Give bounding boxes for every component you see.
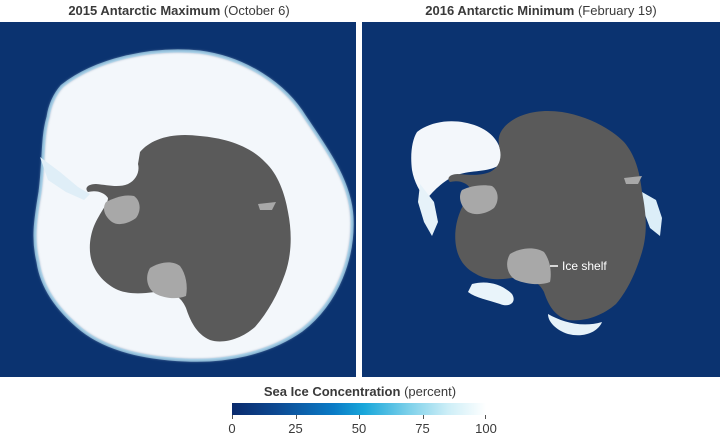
colorbar	[232, 403, 486, 415]
colorbar-tick	[485, 415, 486, 419]
legend-title-bold: Sea Ice Concentration	[263, 384, 401, 399]
sea-ice-peninsula	[418, 184, 438, 236]
marginal-ice-zone	[33, 49, 354, 362]
sea-ice-weddell	[411, 121, 502, 200]
colorbar-tick-label: 0	[228, 421, 236, 436]
antarctic-continent	[86, 134, 291, 342]
right-map-title-bold: 2016 Antarctic Minimum	[425, 3, 575, 18]
colorbar-tick	[295, 415, 297, 419]
right-map-image: Ice shelf	[362, 22, 720, 377]
amery-ice-shelf	[258, 202, 276, 210]
sea-ice-ross	[468, 282, 514, 306]
colorbar-tick	[232, 415, 233, 419]
colorbar-tick-label: 50	[351, 421, 367, 436]
ronne-ice-shelf	[460, 185, 498, 215]
colorbar-tick-label: 75	[415, 421, 430, 436]
peninsula-ice	[40, 157, 90, 200]
amery-ice-shelf	[624, 176, 642, 184]
sea-ice-south-fringe	[548, 314, 602, 336]
ice-shelf-label: Ice shelf	[562, 259, 607, 273]
legend-title: Sea Ice Concentration (percent)	[0, 384, 720, 399]
sea-ice-east-fringe	[642, 192, 662, 236]
legend-title-unit: (percent)	[404, 384, 457, 399]
left-map-title: 2015 Antarctic Maximum (October 6)	[0, 3, 358, 21]
right-map-title: 2016 Antarctic Minimum (February 19)	[362, 3, 720, 21]
left-map-title-bold: 2015 Antarctic Maximum	[68, 3, 221, 18]
left-map-panel	[0, 22, 356, 377]
colorbar-tick-label: 100	[475, 421, 497, 436]
right-map-panel: Ice shelf	[362, 22, 720, 377]
left-map-image	[0, 22, 356, 377]
ronne-ice-shelf	[104, 195, 140, 225]
antarctic-continent	[448, 110, 646, 321]
colorbar-tick-label: 25	[288, 421, 303, 436]
colorbar-tick	[422, 415, 424, 419]
ross-ice-shelf	[147, 262, 187, 299]
colorbar-tick	[359, 415, 360, 419]
ross-ice-shelf	[507, 248, 551, 285]
right-map-title-date: (February 19)	[577, 3, 657, 18]
left-map-title-date: (October 6)	[223, 3, 290, 18]
